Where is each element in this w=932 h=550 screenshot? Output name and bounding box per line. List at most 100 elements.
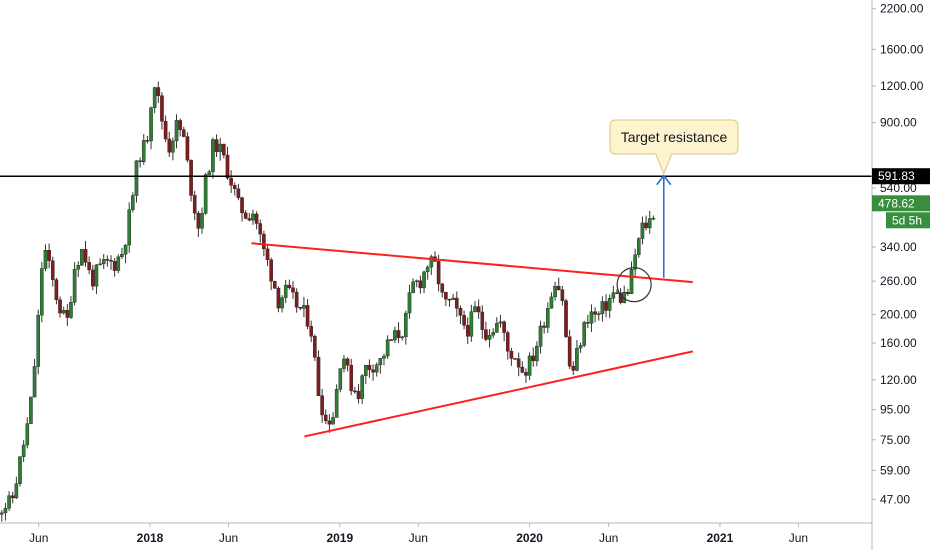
candle-body xyxy=(593,311,597,315)
candle-body xyxy=(127,209,131,246)
price-tick-label: 1600.00 xyxy=(880,42,924,56)
candle-body xyxy=(305,305,310,327)
candle-body xyxy=(7,495,11,509)
candle-body xyxy=(72,269,77,303)
candle-body xyxy=(425,266,430,273)
time-tick-label: Jun xyxy=(409,531,428,545)
candle-body xyxy=(345,358,350,366)
candle-body xyxy=(556,285,561,290)
candle-body xyxy=(80,249,84,266)
candle-body xyxy=(611,292,616,299)
candle-body xyxy=(236,188,241,198)
candle-body xyxy=(637,238,641,255)
candle-body xyxy=(564,300,568,337)
lower-trendline xyxy=(304,350,694,438)
price-tick-label: 95.00 xyxy=(880,403,910,417)
candle-body xyxy=(505,332,510,352)
candle-body xyxy=(98,263,102,266)
candle-body xyxy=(626,292,630,294)
candle-body xyxy=(36,314,40,367)
candle-body xyxy=(331,417,335,425)
price-tick-label: 260.00 xyxy=(880,274,917,288)
candle-body xyxy=(465,325,470,337)
candle-body xyxy=(516,358,521,368)
candle-body xyxy=(145,140,150,142)
candle-body xyxy=(76,265,81,270)
time-tick-label: 2021 xyxy=(707,531,734,545)
time-tick-label: Jun xyxy=(29,531,48,545)
candle-body xyxy=(436,261,441,285)
candle-body xyxy=(455,297,459,309)
candle-body xyxy=(211,139,215,172)
price-tick-label: 540.00 xyxy=(880,181,917,195)
candle-body xyxy=(185,136,190,161)
candle-body xyxy=(232,184,237,190)
candle-body xyxy=(287,284,292,288)
candle-body xyxy=(225,154,230,179)
candle-body xyxy=(629,269,634,294)
time-tick-label: 2020 xyxy=(516,531,543,545)
time-tick-label: 2018 xyxy=(137,531,164,545)
candle-body xyxy=(367,365,372,370)
candle-body xyxy=(207,171,212,175)
candle-body xyxy=(342,358,346,369)
candle-body xyxy=(171,140,175,153)
candle-body xyxy=(43,250,48,269)
axis-tags: 591.83 478.62 5d 5h xyxy=(872,168,930,229)
candle-body xyxy=(116,256,121,271)
candle-body xyxy=(54,279,59,300)
candle-body xyxy=(273,280,277,289)
candle-body xyxy=(393,330,397,341)
candle-body xyxy=(604,301,608,311)
candle-body xyxy=(535,346,539,362)
candle-body xyxy=(356,390,361,399)
candle-body xyxy=(69,302,73,318)
candle-body xyxy=(389,339,394,341)
candle-body xyxy=(338,368,343,390)
time-axis[interactable]: Jun 2018 Jun 2019 Jun 2020 Jun 2021 Jun xyxy=(29,523,808,545)
price-tick-label: 1200.00 xyxy=(880,79,924,93)
candle-body xyxy=(65,310,70,318)
candle-body xyxy=(400,336,405,339)
price-axis[interactable]: 2200.00 1600.00 1200.00 900.00 540.00 340.00 2… xyxy=(872,2,924,507)
time-tick-label: Jun xyxy=(789,531,808,545)
candle-body xyxy=(524,372,528,376)
candle-body xyxy=(247,218,252,221)
candle-body xyxy=(644,222,648,229)
candle-body xyxy=(502,321,506,333)
candle-body xyxy=(462,315,466,326)
candle-body xyxy=(327,420,332,425)
candle-body xyxy=(404,312,408,338)
candle-body xyxy=(487,334,492,340)
candle-body xyxy=(101,259,106,265)
candle-body xyxy=(47,250,51,261)
candle-body xyxy=(87,262,91,271)
candle-body xyxy=(495,323,499,333)
candle-body xyxy=(3,508,8,514)
countdown-tag-text: 5d 5h xyxy=(892,213,922,227)
candle-body xyxy=(411,281,415,293)
candle-body xyxy=(240,197,244,214)
candle-body xyxy=(600,301,605,314)
candle-body xyxy=(152,87,157,109)
candle-body xyxy=(473,306,477,312)
candle-body xyxy=(349,365,354,392)
candle-body xyxy=(280,297,284,309)
price-tick-label: 160.00 xyxy=(880,336,917,350)
target-arrow-head xyxy=(656,174,672,186)
candle-body xyxy=(640,222,645,239)
candle-body xyxy=(163,120,168,140)
candle-body xyxy=(647,218,652,229)
candle-body xyxy=(575,347,579,371)
candle-body xyxy=(309,326,314,337)
candle-body xyxy=(560,289,565,301)
candle-body xyxy=(105,259,110,261)
candle-body xyxy=(582,322,586,346)
candle-body xyxy=(458,308,463,316)
candle-body xyxy=(283,284,288,298)
candle-body xyxy=(469,311,474,337)
candle-series xyxy=(0,81,656,522)
candle-body xyxy=(484,329,488,340)
candle-body xyxy=(123,244,128,255)
